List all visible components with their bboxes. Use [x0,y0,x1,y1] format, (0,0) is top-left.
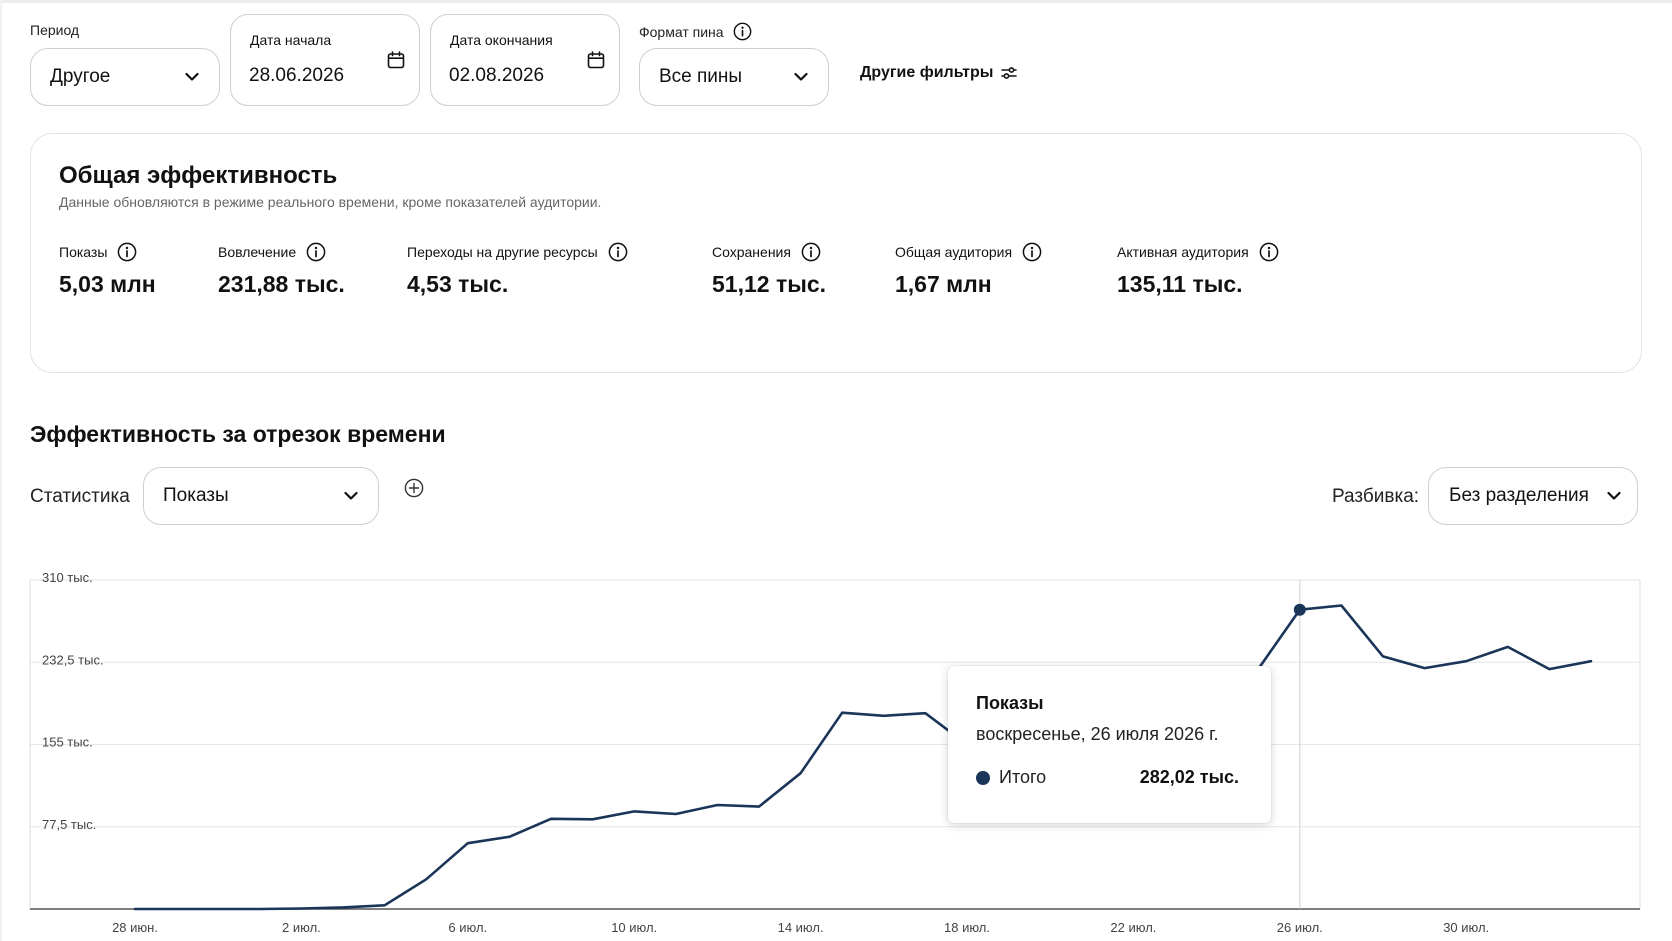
tooltip-value: 282,02 тыс. [1139,767,1239,787]
chart-series [133,603,1593,911]
left-border [0,0,2,941]
filter-sliders-icon [1001,67,1018,79]
pin-format-label: Формат пина [639,23,724,40]
tooltip-series-name: Итого [999,767,1047,787]
metric-value: 5,03 млн [59,271,156,297]
metric-label: Показы [59,244,108,260]
metric-label: Активная аудитория [1117,244,1249,260]
chart-tooltip: Показы воскресенье, 26 июля 2026 г. Итог… [948,666,1271,823]
calendar-icon[interactable] [387,51,405,69]
overall-performance-card: Общая эффективность Данные обновляются в… [30,133,1642,373]
statistic-dropdown[interactable]: Показы [143,467,379,525]
top-border [0,0,1672,3]
period-value: Другое [50,66,111,87]
metric-label: Вовлечение [218,244,297,260]
pin-format-dropdown[interactable]: Все пины [639,48,829,106]
other-filters-label: Другие фильтры [860,64,994,81]
y-tick-label: 232,5 тыс. [42,652,104,667]
y-tick-label: 310 тыс. [42,570,93,585]
tooltip-series-dot [976,771,990,785]
metric-value: 135,11 тыс. [1117,271,1243,297]
metric-saves: Сохранения 51,12 тыс. [712,242,826,298]
add-metric-icon[interactable] [404,478,424,498]
x-axis-ticks: 28 июн. 2 июл. 6 июл. 10 июл. 14 июл. 18 июл.… [112,920,1489,935]
x-tick-label: 10 июл. [611,920,657,935]
info-icon[interactable] [1259,242,1279,262]
y-tick-label: 155 тыс. [42,735,93,750]
info-icon[interactable] [733,22,752,41]
highlight-point[interactable] [1293,603,1306,616]
metric-value: 231,88 тыс. [218,271,345,297]
metric-impressions: Показы 5,03 млн [59,242,156,298]
info-icon[interactable] [306,242,326,262]
pin-format-label-row: Формат пина [639,22,752,41]
other-filters-button[interactable]: Другие фильтры [860,64,1018,82]
info-icon[interactable] [608,242,628,262]
x-tick-label: 6 июл. [448,920,487,935]
end-date-field[interactable]: Дата окончания 02.08.2026 [430,14,620,106]
x-tick-label: 14 июл. [778,920,824,935]
series-line [133,604,1593,911]
chevron-down-icon [344,491,358,500]
start-date-field[interactable]: Дата начала 28.06.2026 [230,14,420,106]
metric-label: Сохранения [712,244,791,260]
end-date-label: Дата окончания [450,32,553,48]
period-label: Период [30,22,80,38]
impressions-line-chart: 77,5 тыс. 155 тыс. 232,5 тыс. 310 тыс. 28 и… [29,570,1641,935]
info-icon[interactable] [117,242,137,262]
breakdown-value: Без разделения [1449,485,1589,506]
metric-value: 51,12 тыс. [712,271,827,297]
x-tick-label: 26 июл. [1277,920,1323,935]
period-dropdown[interactable]: Другое [30,48,220,106]
overview-title: Общая эффективность [59,162,338,189]
breakdown-dropdown[interactable]: Без разделения [1428,467,1638,525]
calendar-icon[interactable] [587,51,605,69]
x-tick-label: 2 июл. [282,920,321,935]
x-tick-label: 22 июл. [1110,920,1156,935]
metric-label: Переходы на другие ресурсы [407,244,598,260]
metric-outbound-clicks: Переходы на другие ресурсы 4,53 тыс. [407,242,628,298]
metric-total-audience: Общая аудитория 1,67 млн [895,242,1042,298]
start-date-label: Дата начала [250,32,332,48]
metric-label: Общая аудитория [895,244,1013,260]
pin-format-value: Все пины [659,66,743,87]
statistic-label: Статистика [30,486,130,507]
x-tick-label: 18 июл. [944,920,990,935]
breakdown-label: Разбивка: [1332,486,1420,507]
tooltip-date: воскресенье, 26 июля 2026 г. [976,724,1219,744]
statistic-value: Показы [163,485,229,506]
tooltip-title: Показы [976,693,1044,713]
timeline-title: Эффективность за отрезок времени [30,421,446,447]
info-icon[interactable] [1022,242,1042,262]
metric-value: 1,67 млн [895,271,992,297]
chevron-down-icon [794,72,808,81]
info-icon[interactable] [801,242,821,262]
chevron-down-icon [185,72,199,81]
metric-value: 4,53 тыс. [407,271,509,297]
x-tick-label: 30 июл. [1443,920,1489,935]
y-axis-ticks: 77,5 тыс. 155 тыс. 232,5 тыс. 310 тыс. [42,570,104,832]
x-tick-label: 28 июн. [112,920,158,935]
chevron-down-icon [1607,491,1621,500]
overview-subtitle: Данные обновляются в режиме реального вр… [59,194,602,210]
metric-engagement: Вовлечение 231,88 тыс. [218,242,345,298]
chart-grid [29,579,1641,910]
metric-active-audience: Активная аудитория 135,11 тыс. [1117,242,1279,298]
end-date-value: 02.08.2026 [449,65,545,86]
start-date-value: 28.06.2026 [249,65,345,86]
y-tick-label: 77,5 тыс. [42,817,96,832]
